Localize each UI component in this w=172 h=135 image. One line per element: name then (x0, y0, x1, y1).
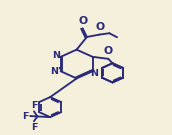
Text: N': N' (51, 67, 62, 76)
Text: F: F (31, 123, 37, 132)
Text: N: N (52, 51, 60, 60)
Text: F: F (22, 112, 28, 121)
Text: O: O (95, 22, 104, 32)
Text: O: O (104, 46, 113, 56)
Text: F: F (31, 101, 37, 110)
Text: N: N (90, 69, 98, 78)
Text: O: O (78, 16, 87, 26)
